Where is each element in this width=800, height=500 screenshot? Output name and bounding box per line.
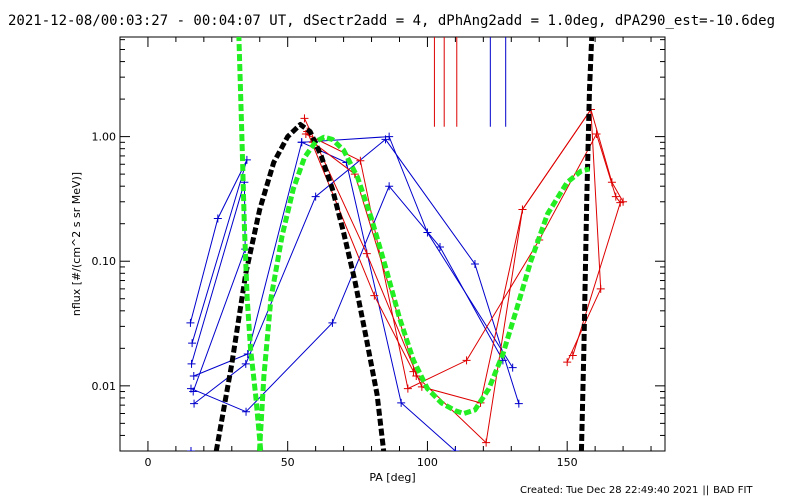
plot-border bbox=[119, 36, 666, 452]
series-line bbox=[190, 185, 504, 413]
footer-separator: || bbox=[702, 485, 709, 496]
data-point bbox=[362, 249, 371, 258]
data-point bbox=[187, 359, 196, 368]
data-point bbox=[300, 114, 309, 123]
series-line bbox=[301, 141, 456, 451]
data-point bbox=[462, 356, 471, 365]
data-point bbox=[508, 363, 517, 372]
data-point bbox=[381, 135, 390, 144]
plot-area bbox=[186, 37, 628, 451]
data-point bbox=[190, 399, 199, 408]
data-point bbox=[186, 318, 195, 327]
data-series-group bbox=[186, 155, 251, 348]
series-line bbox=[304, 108, 624, 404]
data-point bbox=[592, 129, 601, 138]
data-point bbox=[470, 260, 479, 269]
reference-lines bbox=[433, 37, 507, 127]
data-point bbox=[356, 156, 365, 165]
y-axis-label: nflux [#/(cm^2 s sr MeV)] bbox=[70, 172, 83, 316]
y-axis-ticks: 0.01 0.10 1.00 bbox=[92, 39, 665, 452]
data-point bbox=[563, 358, 572, 367]
data-point bbox=[397, 398, 406, 407]
data-point bbox=[409, 367, 418, 376]
data-point bbox=[311, 192, 320, 201]
data-point bbox=[370, 291, 379, 300]
data-series-group bbox=[301, 129, 625, 393]
green-fit-curve bbox=[236, 37, 264, 451]
data-point bbox=[412, 371, 421, 380]
data-series-group bbox=[186, 447, 195, 451]
black-fit-curve bbox=[213, 122, 387, 451]
data-point bbox=[328, 318, 337, 327]
data-point bbox=[436, 243, 445, 252]
footer-status: BAD FIT bbox=[713, 485, 753, 496]
x-tick-label: 100 bbox=[417, 456, 438, 469]
data-point bbox=[241, 359, 250, 368]
x-tick-label: 50 bbox=[281, 456, 295, 469]
data-point bbox=[482, 438, 491, 447]
data-point bbox=[596, 284, 605, 293]
footer-created: Created: Tue Dec 28 22:49:40 2021 bbox=[520, 485, 698, 496]
data-series-group bbox=[186, 182, 507, 416]
black-fit-curve bbox=[578, 37, 595, 451]
data-series-group bbox=[297, 138, 460, 451]
data-point bbox=[189, 371, 198, 380]
x-axis-label: PA [deg] bbox=[369, 471, 415, 484]
y-tick-label: 0.10 bbox=[92, 255, 117, 268]
x-axis-ticks: 0 50 100 150 bbox=[144, 37, 652, 469]
plot-frame bbox=[119, 36, 666, 452]
data-point bbox=[616, 198, 625, 207]
y-tick-label: 1.00 bbox=[92, 131, 117, 144]
data-series bbox=[186, 105, 628, 451]
footer: Created: Tue Dec 28 22:49:40 2021 || BAD F… bbox=[520, 485, 753, 496]
x-tick-label: 0 bbox=[144, 456, 151, 469]
data-point bbox=[186, 447, 195, 451]
data-point bbox=[385, 182, 394, 191]
data-point bbox=[186, 384, 195, 393]
data-point bbox=[403, 384, 412, 393]
green-fit-curve bbox=[256, 134, 591, 451]
y-tick-label: 0.01 bbox=[92, 380, 117, 393]
chart-title: 2021-12-08/00:03:27 - 00:04:07 UT, dSect… bbox=[8, 13, 775, 29]
fit-curves bbox=[213, 37, 595, 451]
data-point bbox=[451, 447, 460, 451]
series-line bbox=[193, 136, 514, 377]
data-point bbox=[242, 407, 251, 416]
data-point bbox=[518, 205, 527, 214]
data-point bbox=[213, 214, 222, 223]
data-point bbox=[297, 138, 306, 147]
data-point bbox=[611, 192, 620, 201]
series-line bbox=[189, 159, 248, 344]
data-series-group bbox=[187, 178, 250, 396]
series-line bbox=[312, 108, 602, 444]
data-point bbox=[514, 399, 523, 408]
x-tick-label: 150 bbox=[557, 456, 578, 469]
data-point bbox=[188, 339, 197, 348]
